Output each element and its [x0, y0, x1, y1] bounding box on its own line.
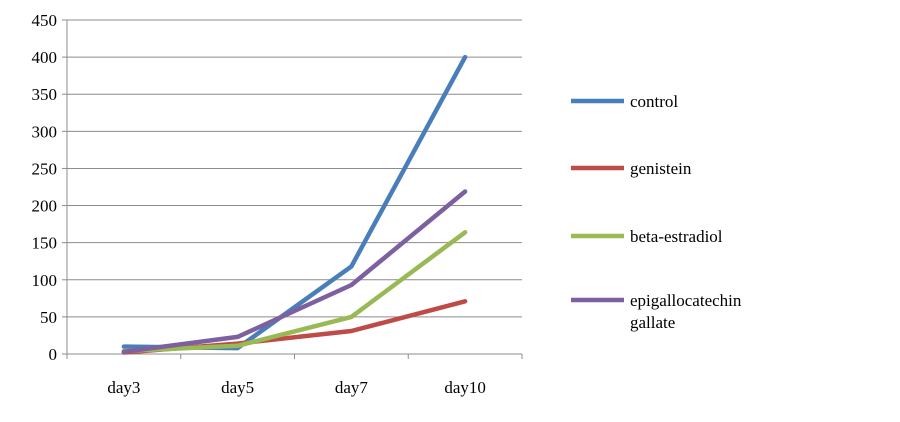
y-tick-label: 250 [32, 159, 58, 178]
y-tick-label: 0 [49, 345, 58, 364]
gridlines [67, 19, 522, 318]
y-tick-label: 100 [32, 271, 58, 290]
x-tick-label: day10 [444, 378, 486, 397]
y-tick-label: 300 [32, 122, 58, 141]
series-line-control [121, 54, 468, 351]
axes [62, 19, 523, 359]
legend-label: beta-estradiol [630, 227, 723, 246]
series-line-beta-estradiol [121, 230, 468, 354]
series-lines [121, 54, 468, 355]
legend-label: epigallocatechin gallate [630, 291, 742, 332]
series-line-epigallocatechin-gallate [121, 189, 468, 355]
legend-label-line: epigallocatechin [630, 291, 742, 310]
y-tick-label: 150 [32, 234, 58, 253]
y-tick-label: 50 [40, 308, 57, 327]
legend-label: control [630, 92, 678, 111]
x-axis-tick-labels: day3 day5 day7 day10 [107, 378, 486, 397]
y-tick-label: 350 [32, 85, 58, 104]
y-axis-tick-labels: 0 50 100 150 200 250 300 350 400 450 [32, 11, 58, 364]
y-tick-label: 400 [32, 48, 58, 67]
x-tick-label: day3 [107, 378, 140, 397]
legend-label: genistein [630, 159, 692, 178]
x-tick-label: day7 [335, 378, 369, 397]
x-tick-label: day5 [221, 378, 254, 397]
legend: control genistein beta-estradiol epigalloca… [571, 92, 742, 332]
y-tick-label: 200 [32, 197, 58, 216]
y-tick-label: 450 [32, 11, 58, 30]
legend-label-line: gallate [630, 313, 675, 332]
